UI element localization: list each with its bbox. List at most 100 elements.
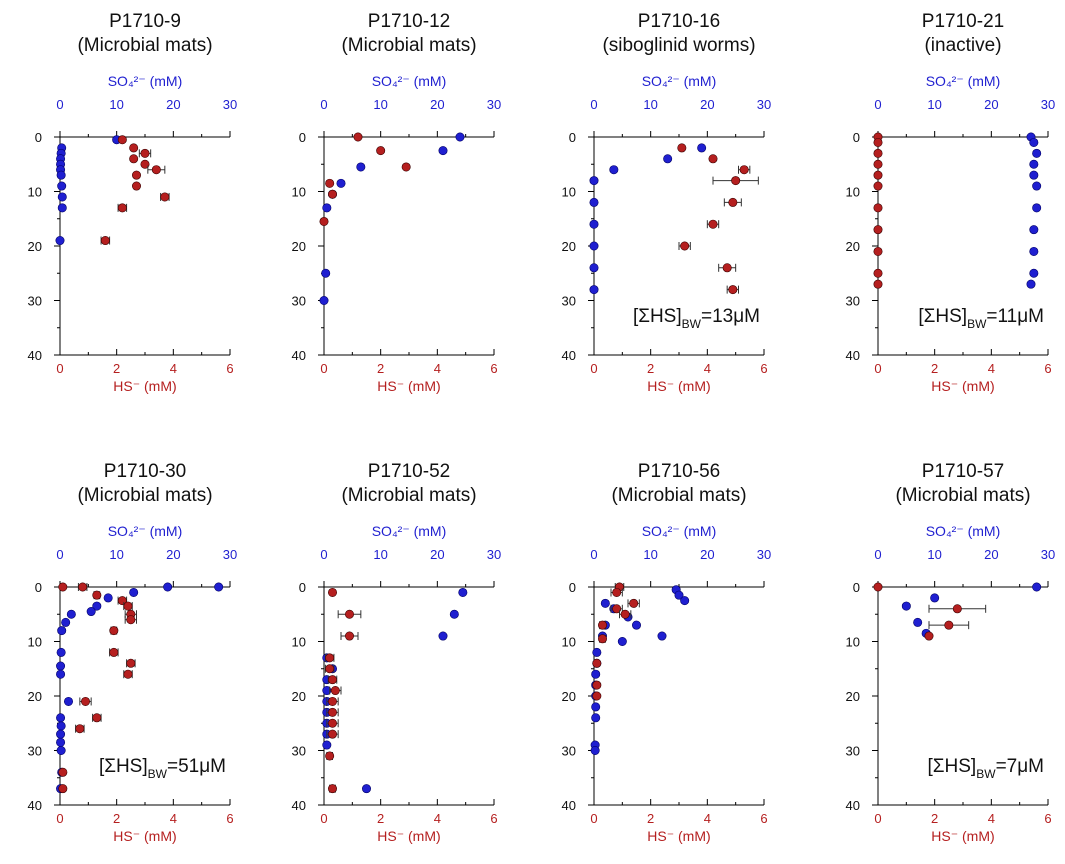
sulfide-point xyxy=(873,159,883,169)
sulfide-point xyxy=(327,718,337,728)
sulfide-point xyxy=(873,225,883,235)
depth-tick-label: 0 xyxy=(853,580,860,595)
sulfide-point xyxy=(592,680,602,690)
sulfate-tick-label: 20 xyxy=(166,97,180,112)
bottom-water-annotation: [ΣHS]BW=7μM xyxy=(928,756,1044,781)
depth-tick-label: 40 xyxy=(846,798,860,813)
sulfide-point xyxy=(327,696,337,706)
sulfide-axis-label: HS⁻ (mM) xyxy=(377,378,440,394)
sulfide-point xyxy=(739,165,749,175)
sulfide-point xyxy=(58,784,68,794)
panel-subtitle: (Microbial mats) xyxy=(77,35,212,56)
sulfide-point xyxy=(731,176,741,186)
sulfide-tick-label: 4 xyxy=(704,361,711,376)
annotation-value: =7μM xyxy=(996,756,1044,777)
sulfide-point xyxy=(132,170,142,180)
sulfate-tick-label: 0 xyxy=(874,97,881,112)
sulfate-axis-label: SO₄²⁻ (mM) xyxy=(926,73,1001,89)
panel-title: P1710-16 xyxy=(638,11,720,32)
sulfate-point xyxy=(617,636,627,646)
sulfate-tick-label: 10 xyxy=(109,547,123,562)
depth-tick-label: 10 xyxy=(846,635,860,650)
panel-subtitle: (Microbial mats) xyxy=(895,485,1030,506)
sulfide-point xyxy=(327,675,337,685)
sulfate-tick-label: 30 xyxy=(223,547,237,562)
sulfide-axis-label: HS⁻ (mM) xyxy=(377,828,440,844)
sulfate-tick-label: 30 xyxy=(487,97,501,112)
sulfate-point xyxy=(361,784,371,794)
sulfide-point xyxy=(612,604,622,614)
depth-tick-label: 10 xyxy=(562,185,576,200)
panel-subtitle: (Microbial mats) xyxy=(341,35,476,56)
sulfate-point xyxy=(57,181,67,191)
sulfate-point xyxy=(589,285,599,295)
sulfide-axis-label: HS⁻ (mM) xyxy=(931,828,994,844)
panel-title: P1710-30 xyxy=(104,461,186,482)
sulfide-tick-label: 0 xyxy=(56,361,63,376)
sulfide-point xyxy=(325,178,335,188)
sulfate-tick-label: 20 xyxy=(984,547,998,562)
depth-tick-label: 40 xyxy=(28,798,42,813)
panel-title: P1710-57 xyxy=(922,461,1004,482)
panel-title: P1710-9 xyxy=(109,11,181,32)
annotation-main: [ΣHS] xyxy=(928,756,977,777)
sulfide-axis-label: HS⁻ (mM) xyxy=(647,378,710,394)
sulfide-point xyxy=(722,263,732,273)
sulfide-point xyxy=(629,598,639,608)
sulfide-point xyxy=(330,686,340,696)
sulfate-point xyxy=(589,219,599,229)
panel-p1710-57: P1710-57(Microbial mats)SO₄²⁻ (mM)0 10 20 3… xyxy=(846,461,1056,844)
sulfate-tick-label: 20 xyxy=(166,547,180,562)
depth-tick-label: 0 xyxy=(569,130,576,145)
depth-tick-label: 30 xyxy=(28,294,42,309)
sulfate-point xyxy=(1032,148,1042,158)
depth-tick-label: 0 xyxy=(569,580,576,595)
sulfate-point xyxy=(590,745,600,755)
bottom-water-annotation: [ΣHS]BW=51μM xyxy=(99,756,226,781)
panel-subtitle: (Microbial mats) xyxy=(77,485,212,506)
sulfate-point xyxy=(356,162,366,172)
depth-tick-label: 20 xyxy=(28,239,42,254)
sulfide-tick-label: 0 xyxy=(874,811,881,826)
sulfate-point xyxy=(455,132,465,142)
sulfide-tick-label: 6 xyxy=(1044,361,1051,376)
sulfate-tick-label: 30 xyxy=(223,97,237,112)
sulfide-tick-label: 2 xyxy=(647,811,654,826)
annotation-value: =51μM xyxy=(167,756,226,777)
sulfate-point xyxy=(322,740,332,750)
depth-tick-label: 20 xyxy=(292,239,306,254)
annotation-subscript: BW xyxy=(148,767,168,781)
sulfate-point xyxy=(609,165,619,175)
depth-tick-label: 40 xyxy=(562,348,576,363)
sulfate-point xyxy=(589,176,599,186)
sulfide-tick-label: 0 xyxy=(320,361,327,376)
sulfate-point xyxy=(458,587,468,597)
sulfate-point xyxy=(1026,279,1036,289)
sulfate-axis-label: SO₄²⁻ (mM) xyxy=(108,523,183,539)
sulfate-axis-label: SO₄²⁻ (mM) xyxy=(642,73,717,89)
sulfate-point xyxy=(321,268,331,278)
sulfide-axis-label: HS⁻ (mM) xyxy=(931,378,994,394)
sulfide-point xyxy=(353,132,363,142)
sulfate-point xyxy=(1032,203,1042,213)
sulfate-tick-label: 20 xyxy=(984,97,998,112)
sulfate-tick-label: 10 xyxy=(643,97,657,112)
depth-tick-label: 30 xyxy=(562,294,576,309)
depth-tick-label: 10 xyxy=(846,185,860,200)
panel-subtitle: (inactive) xyxy=(924,35,1001,56)
sulfate-tick-label: 10 xyxy=(927,547,941,562)
sulfate-point xyxy=(589,241,599,251)
sulfide-point xyxy=(126,658,136,668)
sulfide-point xyxy=(129,143,139,153)
sulfate-point xyxy=(86,607,96,617)
sulfide-point xyxy=(708,154,718,164)
sulfide-point xyxy=(151,165,161,175)
annotation-main: [ΣHS] xyxy=(99,756,148,777)
sulfate-point xyxy=(1029,268,1039,278)
sulfate-point xyxy=(697,143,707,153)
sulfate-point xyxy=(55,236,65,246)
sulfide-tick-label: 0 xyxy=(590,361,597,376)
bottom-water-annotation: [ΣHS]BW=11μM xyxy=(918,306,1044,331)
sulfide-point xyxy=(117,135,127,145)
sulfate-point xyxy=(57,203,67,213)
